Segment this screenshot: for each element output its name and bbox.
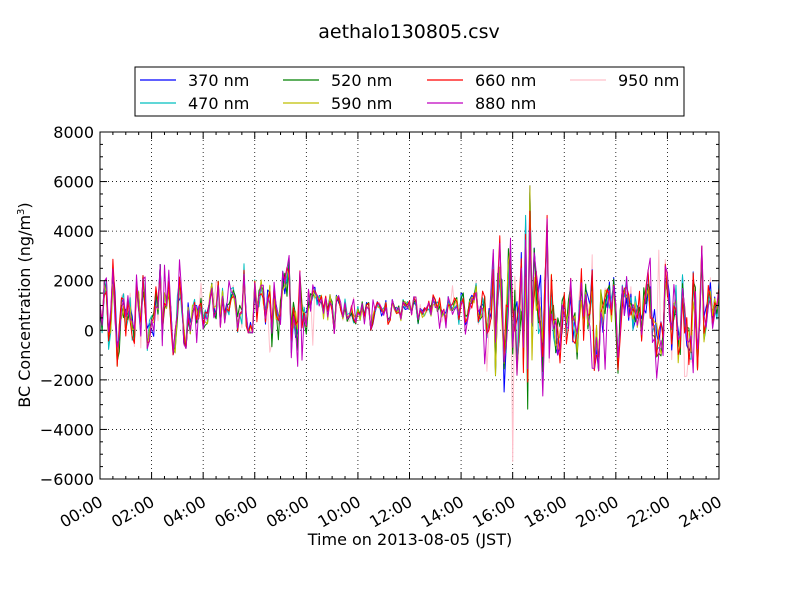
y-tick-label: 4000: [53, 222, 94, 241]
x-tick-label: 22:00: [624, 492, 673, 532]
legend-box: [134, 66, 685, 117]
x-tick-label: 24:00: [676, 492, 725, 532]
legend-label: 370 nm: [188, 71, 249, 90]
x-tick-label: 04:00: [160, 492, 209, 532]
y-axis-label-main: BC Concentration (ng/m: [15, 215, 34, 408]
x-tick-label: 10:00: [314, 492, 363, 532]
legend-entry: 470 nm: [140, 94, 249, 113]
legend-entry: 590 nm: [283, 94, 392, 113]
axis-ticks: [99, 131, 720, 480]
y-tick-label: 2000: [53, 272, 94, 291]
y-tick-label: −6000: [40, 470, 94, 489]
legend-entry: 880 nm: [427, 94, 536, 113]
series-line-880-nm: [99, 218, 720, 397]
y-tick-labels: −6000 −4000 −2000 0 2000 4000 6000 8000: [40, 123, 94, 489]
legend-label: 520 nm: [331, 71, 392, 90]
legend-label: 590 nm: [331, 94, 392, 113]
legend-label: 880 nm: [475, 94, 536, 113]
x-tick-label: 12:00: [366, 492, 415, 532]
y-axis-label-suffix: ): [15, 202, 34, 208]
y-tick-label: −4000: [40, 420, 94, 439]
x-tick-label: 02:00: [108, 492, 157, 532]
x-tick-label: 06:00: [211, 492, 260, 532]
legend-entry: 950 nm: [570, 71, 679, 90]
legend: 370 nm 470 nm 520 nm 590 nm 660 nm 880 nm 950 …: [134, 66, 685, 117]
x-tick-label: 08:00: [263, 492, 312, 532]
x-tick-labels: 00:00 02:00 04:00 06:00 08:00 10:00 12:00 14:00…: [57, 492, 725, 532]
legend-entry: 370 nm: [140, 71, 249, 90]
y-tick-label: 8000: [53, 123, 94, 142]
x-tick-label: 00:00: [57, 492, 106, 532]
chart-title: aethalo130805.csv: [318, 21, 500, 43]
y-tick-label: 6000: [53, 173, 94, 192]
legend-entry: 520 nm: [283, 71, 392, 90]
y-axis-label-superscript: 3: [16, 209, 27, 215]
x-tick-label: 18:00: [521, 492, 570, 532]
legend-label: 470 nm: [188, 94, 249, 113]
y-tick-label: −2000: [40, 371, 94, 390]
x-tick-label: 16:00: [469, 492, 518, 532]
x-axis-label: Time on 2013-08-05 (JST): [307, 530, 512, 549]
legend-label: 950 nm: [618, 71, 679, 90]
plot-lines: [99, 185, 720, 463]
legend-entry: 660 nm: [427, 71, 536, 90]
y-axis-label: BC Concentration (ng/m3): [15, 202, 34, 407]
y-tick-label: 0: [84, 321, 94, 340]
x-tick-label: 20:00: [572, 492, 621, 532]
x-tick-label: 14:00: [418, 492, 467, 532]
legend-label: 660 nm: [475, 71, 536, 90]
